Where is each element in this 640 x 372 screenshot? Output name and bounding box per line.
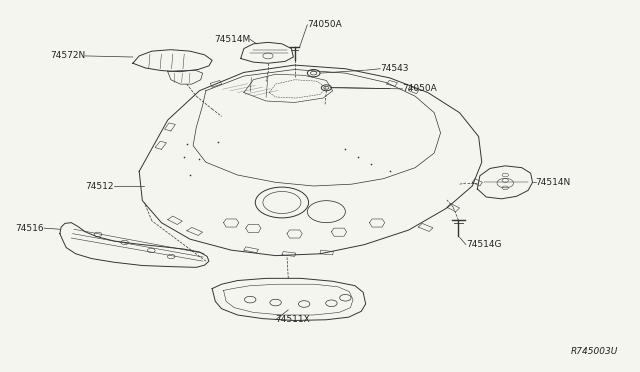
Text: 74516: 74516	[15, 224, 44, 232]
Text: 74050A: 74050A	[307, 20, 342, 29]
Text: 74514N: 74514N	[536, 178, 571, 187]
Text: 74511X: 74511X	[276, 315, 310, 324]
Text: 74514G: 74514G	[466, 240, 501, 249]
Text: 74512: 74512	[85, 182, 114, 190]
Text: 74572N: 74572N	[50, 51, 85, 60]
Text: 74050A: 74050A	[403, 84, 437, 93]
Text: R745003U: R745003U	[571, 347, 618, 356]
Text: 74543: 74543	[380, 64, 409, 73]
Text: 74514M: 74514M	[214, 35, 250, 44]
